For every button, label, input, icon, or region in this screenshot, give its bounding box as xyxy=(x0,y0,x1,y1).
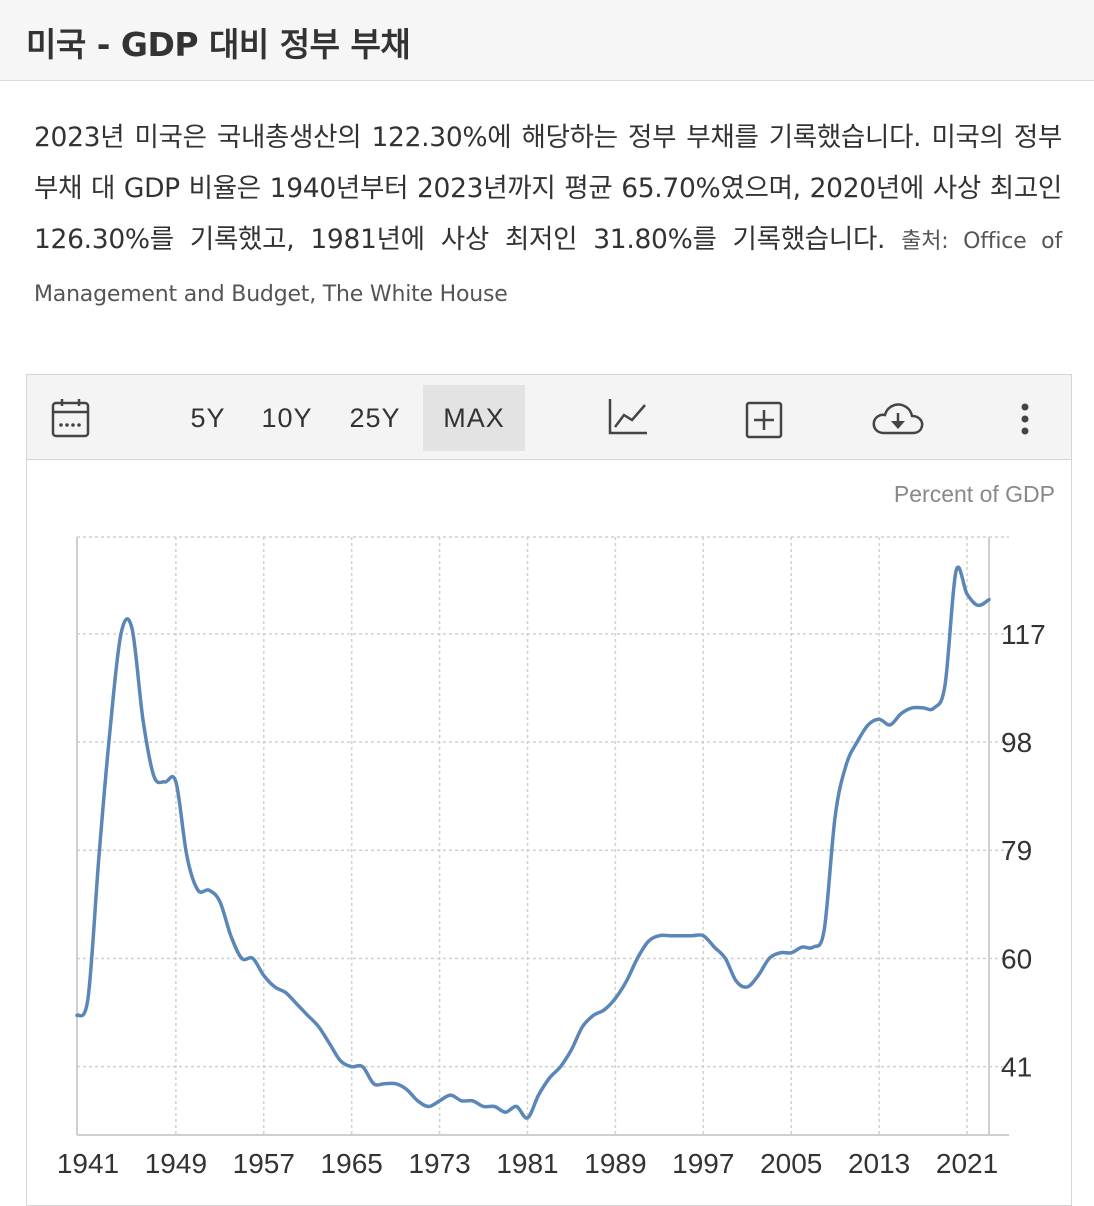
title-bar: 미국 - GDP 대비 정부 부채 xyxy=(0,0,1094,81)
x-tick-label: 1973 xyxy=(408,1148,470,1179)
y-tick-label: 98 xyxy=(1001,727,1032,758)
x-tick-label: 1997 xyxy=(672,1148,734,1179)
description-text: 2023년 미국은 국내총생산의 122.30%에 해당하는 정부 부채를 기록… xyxy=(34,122,1062,255)
x-tick-label: 1957 xyxy=(233,1148,295,1179)
range-25y-button[interactable]: 25Y xyxy=(349,403,401,433)
chart-panel: 5Y 10Y 25Y MAX Percent of GDP 1941 1949 19… xyxy=(26,374,1072,1206)
y-tick-label: 117 xyxy=(1001,619,1046,650)
y-axis-unit-label: Percent of GDP xyxy=(893,481,1055,507)
y-tick-label: 60 xyxy=(1001,943,1032,974)
y-tick-label: 79 xyxy=(1001,835,1032,866)
x-tick-label: 1989 xyxy=(584,1148,646,1179)
source-text: 출처: Office of Management and Budget, The… xyxy=(34,229,1062,307)
calendar-icon[interactable] xyxy=(51,397,91,439)
page-title: 미국 - GDP 대비 정부 부채 xyxy=(26,25,411,64)
range-10y-button[interactable]: 10Y xyxy=(261,403,313,433)
x-tick-label: 2021 xyxy=(936,1148,998,1179)
add-icon[interactable] xyxy=(745,401,783,439)
line-chart-icon[interactable] xyxy=(607,397,649,437)
x-tick-label: 2005 xyxy=(760,1148,822,1179)
description: 2023년 미국은 국내총생산의 122.30%에 해당하는 정부 부채를 기록… xyxy=(34,112,1062,320)
y-tick-label: 41 xyxy=(1001,1052,1032,1083)
more-icon[interactable] xyxy=(1019,401,1031,437)
chart-toolbar: 5Y 10Y 25Y MAX xyxy=(27,375,1071,460)
x-tick-label: 2013 xyxy=(848,1148,910,1179)
series-line xyxy=(75,565,991,1120)
cloud-download-icon[interactable] xyxy=(871,401,925,437)
x-tick-label: 1981 xyxy=(496,1148,558,1179)
range-max-button[interactable]: MAX xyxy=(423,385,525,451)
x-tick-label: 1941 xyxy=(57,1148,119,1179)
x-tick-label: 1949 xyxy=(145,1148,207,1179)
range-5y-button[interactable]: 5Y xyxy=(190,403,226,433)
x-tick-label: 1965 xyxy=(321,1148,383,1179)
line-chart: 1941 1949 1957 1965 1973 1981 1989 1997 2005 2013… xyxy=(57,536,1046,1179)
